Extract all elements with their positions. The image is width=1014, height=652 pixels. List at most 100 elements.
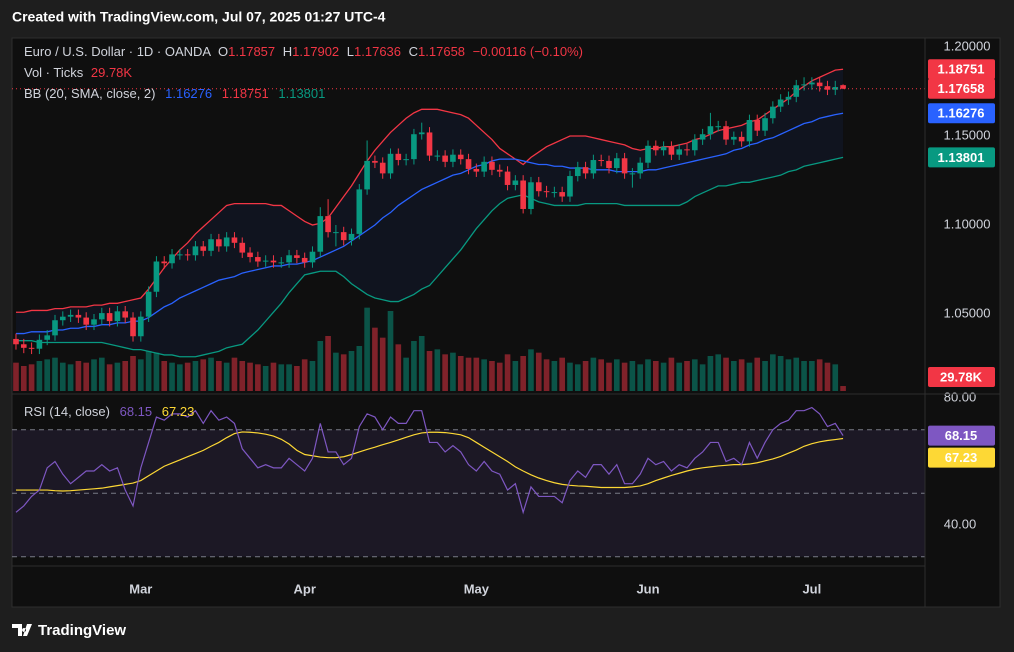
candle-body — [309, 251, 316, 263]
candle-body — [613, 158, 620, 169]
tag-last-close: 1.17658 — [938, 81, 985, 96]
tag-bb-basis: 1.16276 — [938, 106, 985, 121]
candle-body — [442, 155, 448, 162]
x-tick-label: May — [464, 581, 490, 596]
chart-frame — [11, 37, 1001, 608]
candle-body — [286, 255, 292, 263]
rsi-ma-line — [15, 431, 844, 492]
legend-bb-basis: 1.16276 — [165, 86, 212, 101]
volume-bar — [99, 357, 105, 391]
legend-low: 1.17636 — [354, 44, 401, 59]
candle-body — [692, 139, 698, 151]
candle-body — [543, 191, 550, 193]
volume-bar — [637, 364, 644, 391]
candle-body — [255, 257, 261, 262]
volume-bar — [567, 362, 573, 391]
candle-body — [512, 180, 519, 185]
legend-c-label: C — [409, 44, 418, 59]
volume-bar — [153, 352, 160, 391]
candle-body — [52, 320, 58, 336]
volume-bar — [91, 359, 97, 391]
candle-body — [122, 311, 129, 318]
candle-body — [325, 216, 331, 233]
tag-bb-upper: 1.18751 — [938, 62, 985, 77]
tag-rsi-box — [928, 425, 995, 446]
volume-bar — [809, 361, 815, 391]
volume-bar — [294, 366, 300, 391]
volume-bar — [333, 352, 339, 391]
volume-bar — [356, 346, 363, 391]
y-tick-label: 1.05000 — [944, 305, 991, 320]
candle-body — [457, 154, 464, 160]
candle-body — [504, 171, 511, 185]
candle-body — [770, 106, 776, 119]
volume-bar — [52, 357, 58, 391]
candle-body — [356, 189, 363, 234]
candle-body — [434, 155, 441, 157]
volume-bar — [348, 351, 355, 391]
rsi-tick-label: 80.00 — [944, 389, 977, 404]
legend-l-label: L — [347, 44, 354, 59]
volume-bar — [676, 362, 683, 391]
volume-bar — [372, 327, 378, 391]
candle-body — [809, 82, 815, 85]
volume-bar — [629, 361, 636, 391]
volume-bar — [652, 361, 659, 391]
volume-bar — [770, 354, 776, 391]
volume-bar — [216, 361, 222, 391]
volume-bar — [489, 361, 495, 391]
tag-volume-box — [928, 367, 995, 387]
volume-bar — [239, 361, 246, 391]
volume-bar — [512, 361, 519, 391]
candle-body — [715, 126, 722, 128]
candle-body — [379, 162, 386, 174]
volume-bar — [434, 349, 441, 391]
candle-body — [411, 134, 417, 160]
rsi-line — [15, 406, 844, 515]
candle-body — [489, 161, 495, 170]
bb-fill — [15, 69, 844, 357]
volume-bar — [130, 356, 136, 391]
legend-line-price: Euro / U.S. Dollar · 1D · OANDA O1.17857… — [24, 44, 583, 59]
candle-body — [535, 182, 542, 192]
volume-bar — [169, 362, 175, 391]
volume-bar — [309, 361, 316, 391]
candle-body — [36, 339, 43, 349]
candle-body — [231, 237, 238, 243]
candle-body — [262, 260, 269, 262]
candle-body — [559, 192, 565, 197]
volume-bar — [520, 356, 526, 391]
volume-bar — [598, 359, 604, 391]
volume-bar — [590, 357, 597, 391]
candle-body — [138, 316, 144, 337]
volume-bar — [785, 359, 792, 391]
legend-volume-name: Vol · Ticks — [24, 65, 84, 80]
legend-o-label: O — [218, 44, 228, 59]
candle-body — [645, 145, 651, 163]
volume-bar — [44, 359, 50, 391]
volume-bar — [223, 362, 230, 391]
volume-bar — [138, 359, 144, 391]
volume-bar — [746, 362, 753, 391]
volume-bar — [106, 364, 113, 391]
candle-body — [387, 153, 394, 174]
volume-bar — [660, 362, 667, 391]
volume-bar — [668, 357, 675, 391]
candle-body — [582, 167, 589, 174]
volume-bar — [535, 352, 542, 391]
candle-body — [574, 167, 581, 177]
candle-body — [99, 313, 105, 320]
volume-bar — [286, 364, 292, 391]
volume-bar — [832, 364, 839, 391]
legend-bb-upper: 1.18751 — [222, 86, 269, 101]
candle-body — [91, 319, 97, 325]
volume-bar — [496, 362, 503, 391]
volume-bar — [707, 356, 714, 391]
x-tick-label: Jul — [802, 581, 821, 596]
candle-body — [746, 119, 753, 142]
candle-body — [652, 145, 659, 151]
candle-body — [707, 126, 714, 135]
volume-bar — [75, 361, 82, 391]
volume-bar — [418, 336, 425, 391]
tag-bb-upper-box — [928, 59, 995, 80]
